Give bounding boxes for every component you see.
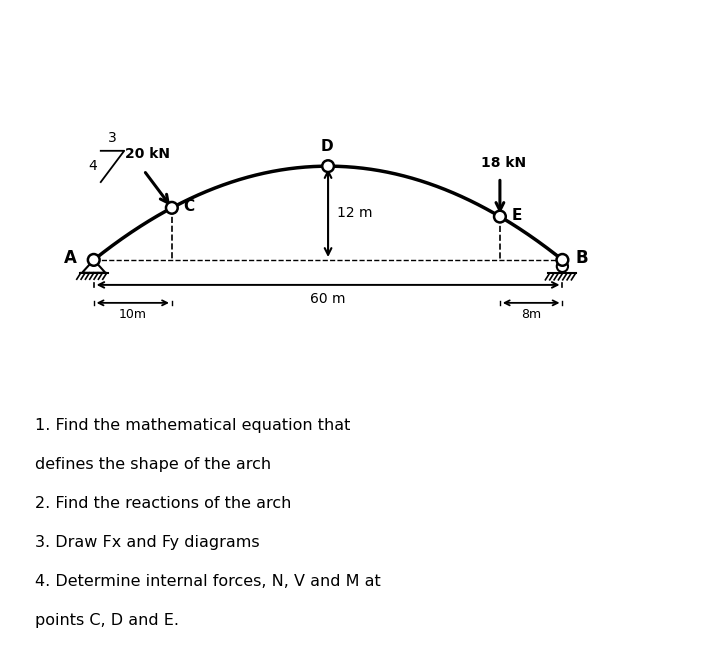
Text: 20 kN: 20 kN	[125, 147, 170, 161]
Text: C: C	[183, 199, 195, 214]
Text: 12 m: 12 m	[337, 206, 373, 220]
Text: defines the shape of the arch: defines the shape of the arch	[34, 457, 271, 472]
Text: 10m: 10m	[119, 308, 147, 321]
Circle shape	[494, 211, 505, 222]
Text: 3. Draw Fx and Fy diagrams: 3. Draw Fx and Fy diagrams	[34, 535, 259, 550]
Circle shape	[322, 160, 334, 172]
Text: 8m: 8m	[521, 308, 541, 321]
Text: E: E	[512, 207, 522, 222]
Text: A: A	[64, 250, 77, 267]
Text: B: B	[576, 250, 588, 267]
Circle shape	[88, 254, 100, 265]
Text: 60 m: 60 m	[310, 292, 346, 306]
Text: 1. Find the mathematical equation that: 1. Find the mathematical equation that	[34, 418, 350, 433]
Circle shape	[557, 254, 568, 265]
Text: 18 kN: 18 kN	[482, 156, 527, 169]
Text: 2. Find the reactions of the arch: 2. Find the reactions of the arch	[34, 496, 291, 511]
Text: points C, D and E.: points C, D and E.	[34, 613, 179, 628]
Text: 4: 4	[89, 160, 97, 173]
Text: 3: 3	[108, 131, 117, 146]
Text: D: D	[320, 140, 333, 154]
Circle shape	[557, 261, 568, 272]
Circle shape	[166, 202, 178, 214]
Text: 4. Determine internal forces, N, V and M at: 4. Determine internal forces, N, V and M…	[34, 574, 380, 589]
